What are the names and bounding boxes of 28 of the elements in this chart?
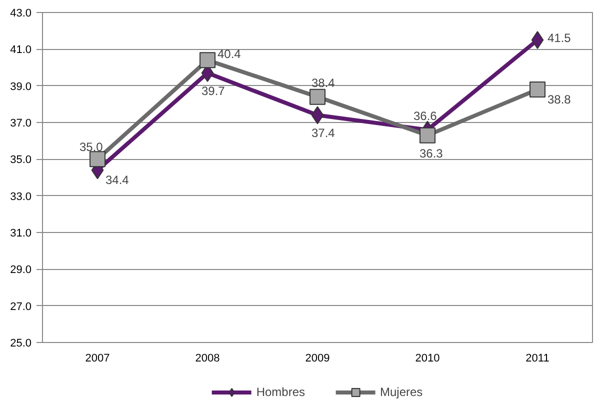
y-tick-label: 35.0 [10, 154, 32, 166]
y-tick-label: 39.0 [10, 80, 32, 93]
y-tick-label: 41.0 [10, 44, 32, 56]
y-tick-label: 31.0 [10, 228, 32, 240]
y-tick-label: 43.0 [10, 8, 32, 20]
data-label: 36.6 [414, 108, 438, 123]
legend-label: Hombres [256, 385, 305, 399]
x-tick-label: 2007 [85, 352, 110, 364]
y-tick-label: 33.0 [10, 190, 32, 203]
x-tick-label: 2010 [415, 352, 440, 364]
data-label: 35.0 [80, 140, 104, 154]
y-tick-label: 37.0 [10, 118, 32, 130]
data-label: 36.3 [420, 146, 444, 160]
point [311, 106, 324, 124]
data-label: 40.4 [218, 47, 242, 62]
x-tick-label: 2008 [195, 352, 220, 364]
data-label: 38.8 [548, 92, 572, 106]
data-label: 41.5 [548, 31, 572, 45]
x-tick-label: 2009 [305, 352, 330, 364]
data-label: 37.4 [312, 126, 336, 140]
y-tick-label: 29.0 [10, 264, 32, 276]
point [531, 31, 544, 49]
data-label: 34.4 [106, 173, 130, 188]
y-tick-label: 25.0 [10, 338, 32, 350]
y-tick-label: 27.0 [10, 300, 32, 313]
data-label: 39.7 [202, 84, 226, 98]
x-tick-label: 2011 [526, 352, 550, 364]
legend-label: Mujeres [380, 385, 423, 399]
